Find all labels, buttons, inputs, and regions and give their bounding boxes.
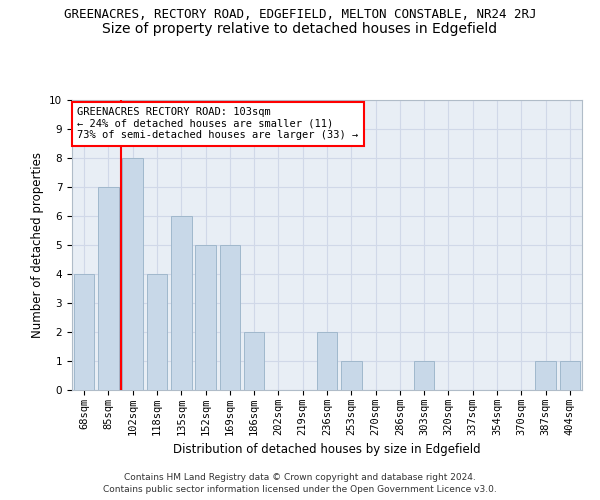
Text: Contains public sector information licensed under the Open Government Licence v3: Contains public sector information licen… [103, 485, 497, 494]
Bar [220, 245, 240, 390]
Bar [122, 158, 143, 390]
Bar [535, 361, 556, 390]
Bar [146, 274, 167, 390]
Y-axis label: Number of detached properties: Number of detached properties [31, 152, 44, 338]
Bar [560, 361, 580, 390]
Bar [195, 245, 216, 390]
Text: Distribution of detached houses by size in Edgefield: Distribution of detached houses by size … [173, 442, 481, 456]
Bar [244, 332, 265, 390]
Text: Contains HM Land Registry data © Crown copyright and database right 2024.: Contains HM Land Registry data © Crown c… [124, 472, 476, 482]
Bar [341, 361, 362, 390]
Bar [317, 332, 337, 390]
Text: GREENACRES, RECTORY ROAD, EDGEFIELD, MELTON CONSTABLE, NR24 2RJ: GREENACRES, RECTORY ROAD, EDGEFIELD, MEL… [64, 8, 536, 20]
Bar [74, 274, 94, 390]
Text: Size of property relative to detached houses in Edgefield: Size of property relative to detached ho… [103, 22, 497, 36]
Bar [414, 361, 434, 390]
Text: GREENACRES RECTORY ROAD: 103sqm
← 24% of detached houses are smaller (11)
73% of: GREENACRES RECTORY ROAD: 103sqm ← 24% of… [77, 108, 358, 140]
Bar [98, 187, 119, 390]
Bar [171, 216, 191, 390]
